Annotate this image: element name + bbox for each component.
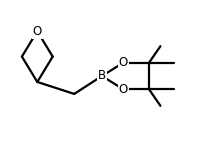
- Text: O: O: [119, 56, 128, 69]
- Text: O: O: [33, 25, 42, 38]
- Text: O: O: [119, 83, 128, 96]
- Text: B: B: [98, 69, 106, 83]
